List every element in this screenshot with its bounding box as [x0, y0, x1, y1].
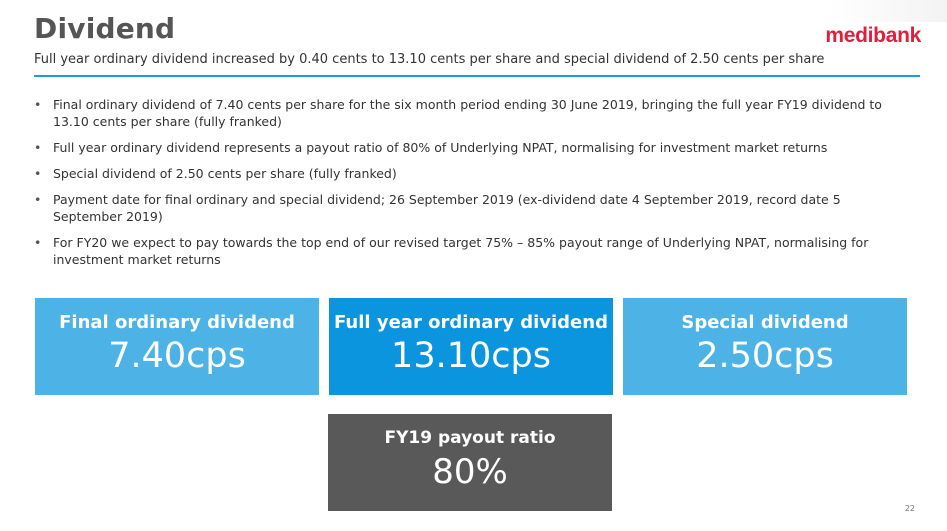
bullet-text: Final ordinary dividend of 7.40 cents pe…	[53, 97, 882, 129]
bullet-dot: •	[34, 97, 42, 112]
bullet-text: Special dividend of 2.50 cents per share…	[53, 166, 397, 181]
bullet-text: For FY20 we expect to pay towards the to…	[53, 235, 869, 267]
card-value: 80%	[432, 452, 508, 492]
card-label: FY19 payout ratio	[384, 428, 556, 448]
card-value: 2.50cps	[696, 336, 834, 376]
card-value: 7.40cps	[108, 336, 246, 376]
logo-background-decoration	[827, 0, 947, 22]
payout-ratio-card: FY19 payout ratio 80%	[328, 414, 612, 511]
bullet-list: • Final ordinary dividend of 7.40 cents p…	[34, 96, 904, 277]
card-label: Special dividend	[681, 312, 849, 333]
bullet-item: • Special dividend of 2.50 cents per shar…	[34, 165, 904, 182]
slide-title: Dividend	[34, 12, 176, 45]
bullet-item: • Full year ordinary dividend represents …	[34, 139, 904, 156]
bullet-text: Payment date for final ordinary and spec…	[53, 192, 841, 224]
bullet-item: • Payment date for final ordinary and spe…	[34, 191, 904, 225]
card-value: 13.10cps	[391, 336, 551, 376]
bullet-item: • Final ordinary dividend of 7.40 cents p…	[34, 96, 904, 130]
title-divider	[34, 75, 920, 77]
bullet-dot: •	[34, 166, 42, 181]
bullet-dot: •	[34, 140, 42, 155]
bullet-item: • For FY20 we expect to pay towards the t…	[34, 234, 904, 268]
bullet-text: Full year ordinary dividend represents a…	[53, 140, 828, 155]
bullet-dot: •	[34, 192, 42, 207]
card-label: Final ordinary dividend	[59, 312, 295, 333]
full-year-ordinary-dividend-card: Full year ordinary dividend 13.10cps	[329, 298, 613, 395]
slide-subtitle: Full year ordinary dividend increased by…	[34, 52, 825, 67]
medibank-logo: medibank	[825, 24, 921, 47]
page-number: 22	[904, 504, 915, 513]
final-ordinary-dividend-card: Final ordinary dividend 7.40cps	[35, 298, 319, 395]
special-dividend-card: Special dividend 2.50cps	[623, 298, 907, 395]
card-label: Full year ordinary dividend	[334, 312, 608, 333]
bullet-dot: •	[34, 235, 42, 250]
